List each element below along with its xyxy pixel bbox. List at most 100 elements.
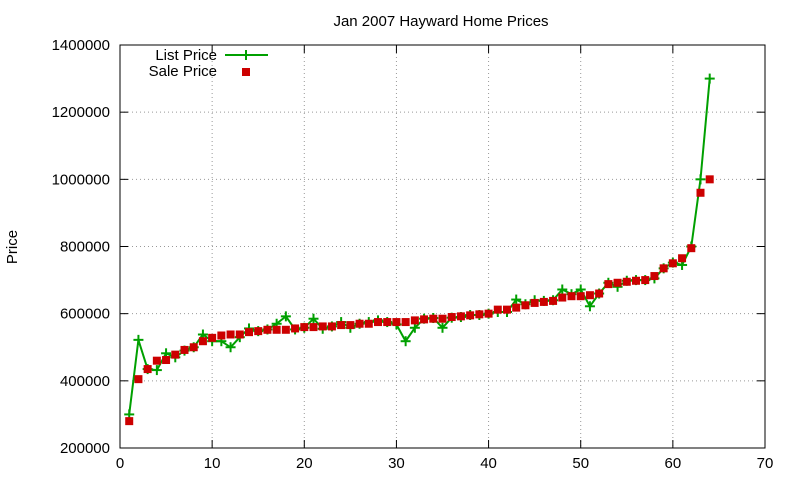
sale-price-point [346, 321, 355, 330]
x-tick-label: 70 [757, 455, 774, 472]
sale-price-point [567, 292, 576, 301]
sale-price-point [162, 356, 171, 365]
list-price-point [409, 322, 420, 333]
sale-price-point [493, 305, 502, 314]
x-tick-label: 40 [480, 455, 497, 472]
y-tick-label: 1400000 [52, 37, 110, 54]
sale-price-point [226, 330, 235, 339]
sale-price-point [530, 298, 539, 307]
sale-price-point [512, 303, 521, 312]
sale-price-point [632, 276, 640, 285]
x-tick-label: 60 [665, 455, 682, 472]
sale-price-point [668, 259, 677, 268]
sale-price-point [392, 318, 401, 327]
sale-price-point [272, 325, 281, 334]
x-tick-label: 10 [204, 455, 221, 472]
sale-price-point [595, 289, 604, 298]
sale-price-point [687, 244, 696, 253]
sale-price-point [318, 322, 327, 331]
list-price-point [308, 313, 319, 324]
sale-price-point [650, 272, 659, 281]
sale-price-point [576, 292, 585, 301]
series-points [124, 73, 715, 426]
y-tick-label: 400000 [60, 373, 110, 390]
legend-marker-sale-price [242, 68, 250, 76]
y-axis-label: Price [4, 230, 21, 264]
sale-price-point [585, 291, 594, 300]
sale-price-point [143, 365, 152, 374]
sale-price-point [189, 343, 198, 352]
sale-price-point [503, 305, 511, 314]
sale-price-point [355, 319, 364, 328]
list-price-point [225, 342, 236, 353]
x-tick-label: 30 [388, 455, 405, 472]
sale-price-point [456, 312, 465, 321]
sale-price-point [420, 315, 429, 324]
sale-price-point [438, 314, 447, 323]
sale-price-point [198, 337, 207, 346]
sale-price-point [383, 318, 392, 327]
list-price-point [133, 334, 144, 345]
sale-price-point [180, 345, 189, 354]
sale-price-point [678, 254, 687, 263]
sale-price-point [622, 277, 631, 286]
list-price-point [584, 301, 595, 312]
sale-price-point [484, 309, 493, 318]
sale-price-point [558, 293, 567, 302]
list-price-line [128, 78, 711, 415]
y-tick-label: 600000 [60, 306, 110, 323]
list-price-point [704, 73, 715, 84]
sale-price-point [337, 321, 346, 330]
sale-price-point [291, 324, 300, 333]
list-price-point [280, 311, 291, 322]
sale-price-point [364, 319, 373, 328]
legend: List Price Sale Price [149, 47, 268, 80]
sale-price-point [696, 188, 705, 197]
x-tick-labels: 0 10 20 30 40 50 60 70 [116, 455, 774, 472]
sale-price-point [659, 264, 668, 273]
sale-price-point [521, 301, 530, 310]
sale-price-point [549, 296, 558, 305]
legend-label-list-price: List Price [155, 47, 217, 64]
sale-price-point [604, 280, 613, 289]
sale-price-point [613, 278, 622, 287]
axis-ticks [119, 44, 766, 449]
sale-price-point [300, 323, 309, 332]
y-tick-labels: 200000 400000 600000 800000 1000000 1200000 14… [52, 37, 110, 457]
sale-price-point [134, 375, 143, 384]
sale-price-point [475, 310, 484, 319]
sale-price-point [235, 330, 244, 339]
gridlines [120, 45, 765, 448]
list-price-point [695, 174, 706, 185]
sale-price-point [254, 327, 263, 336]
sale-price-point [447, 313, 456, 322]
x-tick-label: 20 [296, 455, 313, 472]
list-price-point [151, 365, 162, 376]
sale-price-point [705, 175, 714, 184]
sale-price-point [466, 311, 475, 320]
y-tick-label: 1000000 [52, 171, 110, 188]
sale-price-point [401, 318, 410, 327]
list-price-point [511, 294, 522, 305]
y-tick-label: 200000 [60, 440, 110, 457]
y-tick-label: 1200000 [52, 104, 110, 121]
sale-price-point [641, 276, 650, 285]
sale-price-point [309, 323, 318, 332]
sale-price-point [245, 328, 253, 337]
y-tick-label: 800000 [60, 239, 110, 256]
legend-label-sale-price: Sale Price [149, 63, 217, 80]
chart-title: Jan 2007 Hayward Home Prices [333, 13, 548, 30]
sale-price-point [539, 297, 548, 306]
sale-price-point [171, 350, 180, 359]
sale-price-point [327, 322, 336, 331]
sale-price-point [152, 356, 161, 365]
list-price-point [557, 284, 568, 295]
x-tick-label: 50 [572, 455, 589, 472]
list-price-point [437, 322, 448, 333]
legend-marker-list-price [241, 50, 251, 60]
x-tick-label: 0 [116, 455, 124, 472]
series-lines [128, 78, 711, 415]
sale-price-point [125, 417, 134, 426]
sale-price-point [217, 331, 226, 340]
